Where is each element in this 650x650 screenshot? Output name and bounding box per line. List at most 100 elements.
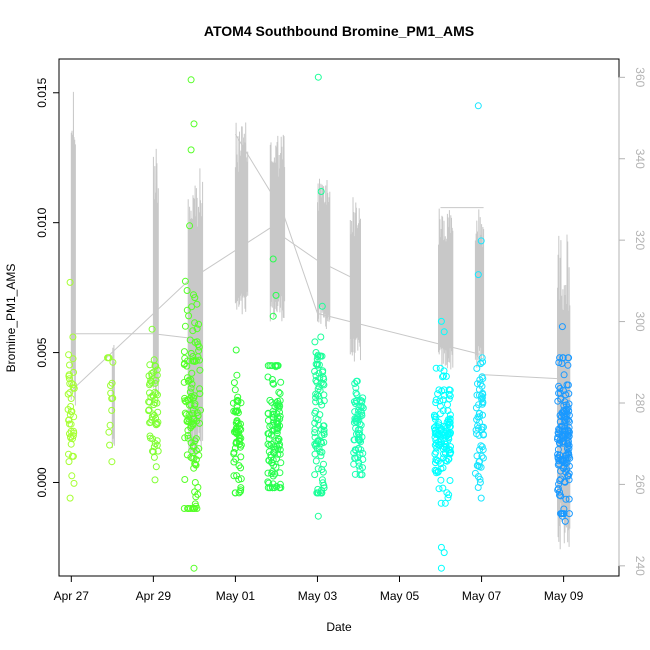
data-point	[108, 458, 116, 466]
y-tick-label: 0.000	[35, 467, 49, 497]
data-point	[154, 418, 162, 426]
data-point	[194, 483, 202, 491]
data-point	[564, 440, 572, 448]
data-point	[270, 380, 278, 388]
right-tick-label: 260	[633, 474, 647, 494]
data-point	[560, 411, 568, 419]
data-point	[274, 397, 282, 405]
data-point	[145, 406, 153, 414]
data-point	[65, 372, 73, 380]
data-point	[317, 333, 325, 341]
data-point	[181, 277, 189, 285]
data-point	[69, 381, 77, 389]
envelope-spikes	[317, 178, 331, 330]
data-point	[152, 362, 160, 370]
data-point	[64, 390, 72, 398]
data-point	[555, 480, 563, 488]
data-point	[183, 306, 191, 314]
data-point	[194, 490, 202, 498]
data-point	[473, 365, 481, 372]
data-point	[444, 401, 451, 409]
data-point	[357, 396, 364, 404]
envelope-spikes	[349, 197, 361, 362]
data-point	[316, 411, 324, 419]
data-point	[318, 448, 326, 456]
data-point	[313, 378, 321, 386]
data-point	[437, 432, 444, 440]
data-point	[272, 291, 280, 299]
data-point	[436, 410, 444, 418]
data-point	[235, 432, 243, 440]
data-point	[440, 328, 448, 336]
data-point	[265, 479, 273, 487]
data-point	[446, 477, 454, 484]
x-tick-label: May 09	[544, 589, 584, 603]
data-point	[317, 188, 325, 195]
data-point	[189, 443, 197, 451]
data-point	[184, 374, 191, 382]
data-point	[556, 354, 564, 362]
data-point	[148, 378, 155, 386]
data-point	[69, 384, 77, 392]
data-point	[473, 452, 481, 460]
data-point	[565, 407, 573, 415]
data-point	[560, 371, 568, 379]
data-point	[314, 465, 322, 473]
data-point	[269, 379, 277, 387]
data-point	[185, 411, 193, 419]
data-point	[565, 424, 573, 432]
data-point	[475, 391, 483, 399]
data-point	[187, 349, 195, 357]
data-point	[276, 390, 284, 397]
data-point	[187, 76, 195, 84]
data-point	[356, 471, 364, 479]
data-point	[319, 380, 327, 388]
data-point	[233, 371, 241, 379]
data-point	[67, 395, 75, 402]
data-point	[558, 413, 565, 421]
data-point	[268, 376, 276, 383]
data-point	[478, 382, 486, 390]
data-point	[435, 485, 443, 493]
data-point	[270, 418, 277, 426]
data-point	[356, 466, 364, 473]
y-tick-label: 0.005	[35, 337, 49, 367]
data-point	[556, 440, 564, 448]
data-point	[445, 455, 453, 463]
data-point	[565, 442, 573, 449]
data-point	[437, 460, 445, 468]
plot-area	[58, 58, 620, 577]
data-point	[181, 476, 189, 483]
data-point	[191, 294, 199, 302]
data-point	[191, 505, 199, 512]
data-point	[561, 517, 569, 525]
data-point	[65, 375, 73, 383]
data-point	[558, 456, 566, 464]
data-point	[192, 435, 200, 443]
data-point	[477, 442, 485, 450]
data-point	[276, 441, 284, 448]
data-point	[318, 302, 326, 310]
data-point	[562, 391, 570, 399]
envelope-spikes	[152, 148, 159, 397]
envelope-connector	[479, 374, 558, 380]
data-point	[555, 425, 563, 433]
data-point	[432, 364, 440, 372]
data-point	[107, 389, 115, 397]
data-point	[359, 394, 367, 402]
data-point	[311, 419, 319, 427]
data-point	[320, 430, 328, 438]
data-point	[184, 396, 192, 404]
data-point	[557, 492, 565, 500]
data-point	[554, 451, 562, 458]
data-point	[440, 450, 447, 458]
data-point	[194, 353, 202, 361]
data-point	[555, 359, 563, 366]
data-point	[351, 436, 359, 444]
data-point	[562, 401, 570, 409]
data-point	[563, 465, 571, 473]
data-point	[264, 410, 272, 418]
data-point	[277, 459, 285, 467]
data-point	[356, 437, 364, 444]
data-point	[67, 427, 75, 435]
